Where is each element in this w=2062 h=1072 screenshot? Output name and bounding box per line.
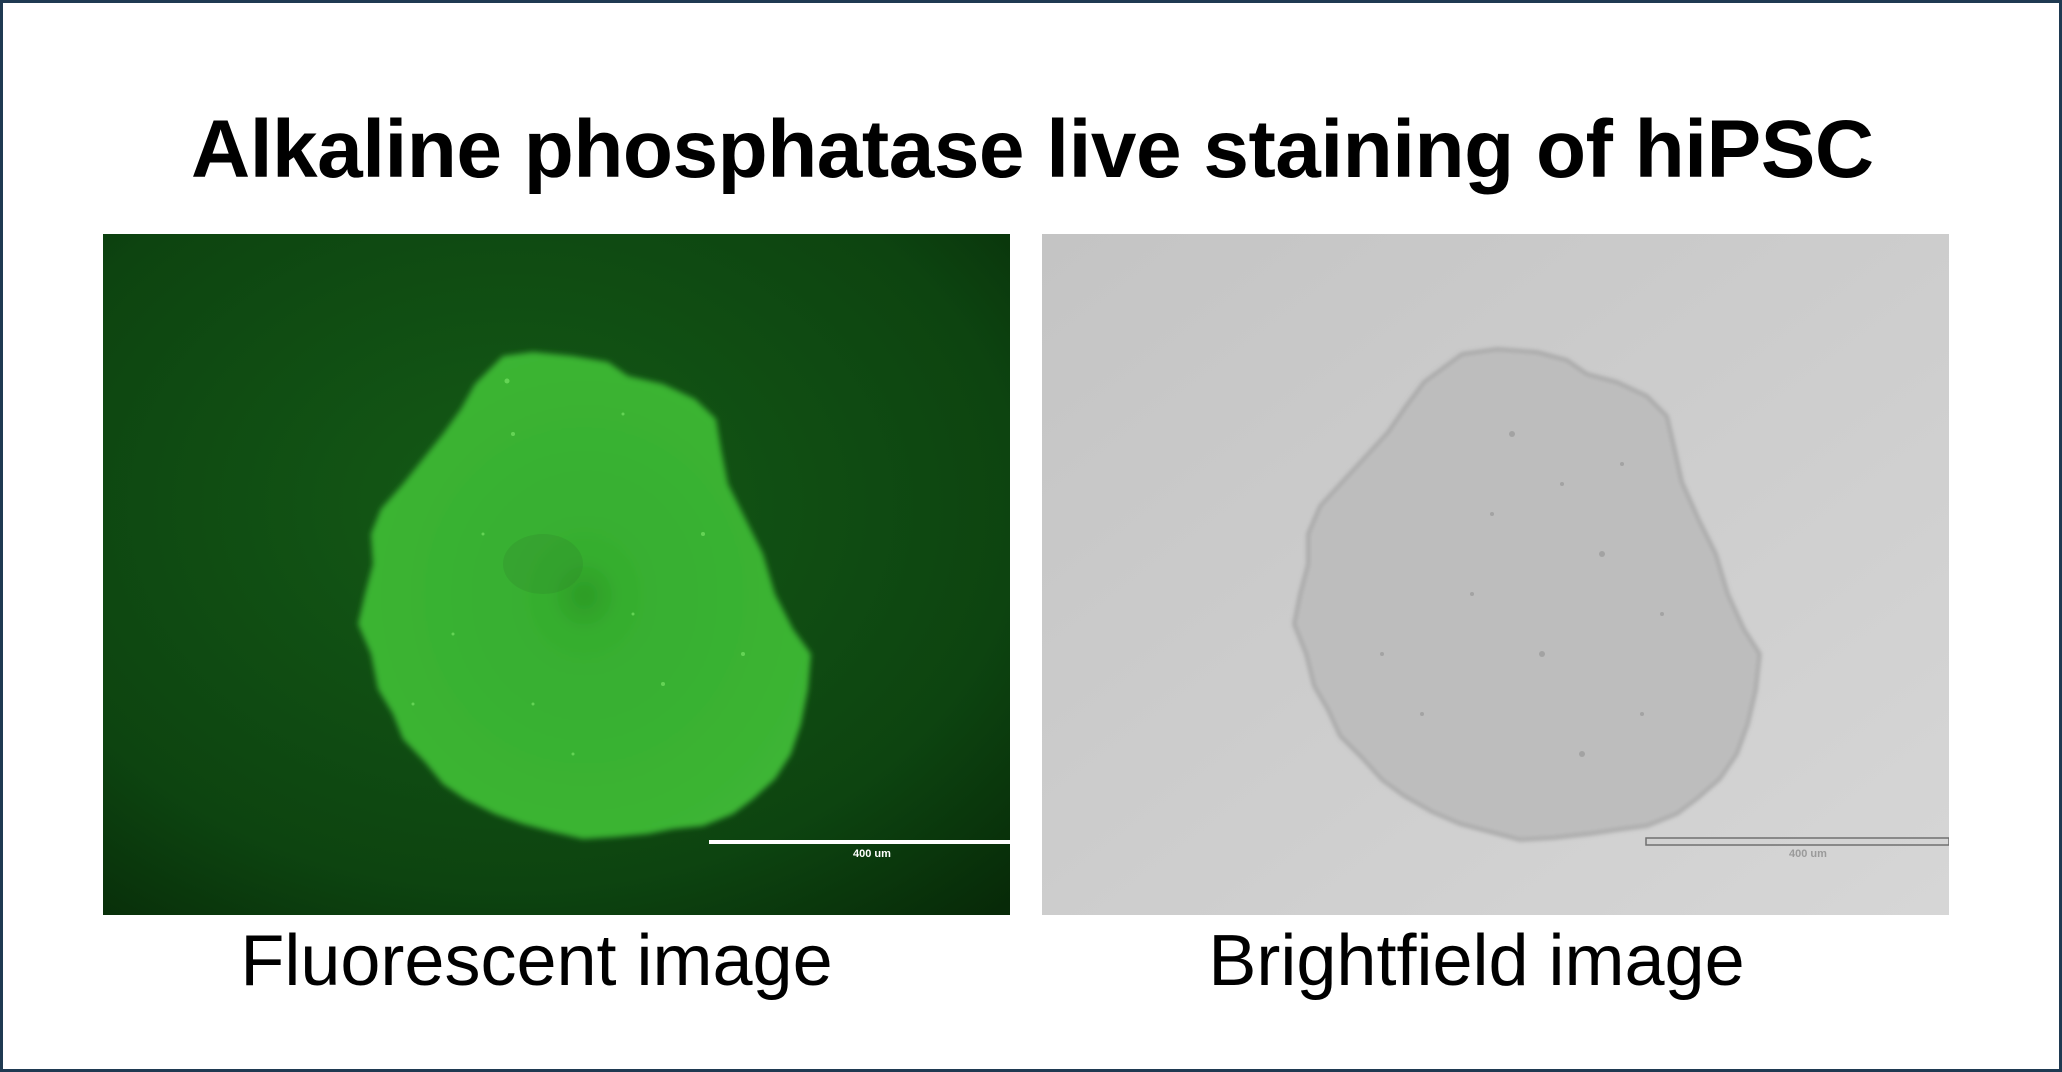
fluorescent-caption: Fluorescent image: [240, 921, 833, 1001]
fluorescent-image: 400 um: [103, 234, 1010, 915]
scale-bar-label: 400 um: [853, 848, 891, 860]
scale-bar-label: 400 um: [1789, 848, 1827, 860]
brightfield-caption: Brightfield image: [1208, 921, 1745, 1001]
slide-title: Alkaline phosphatase live staining of hi…: [191, 104, 1874, 195]
brightfield-image: 400 um: [1042, 234, 1949, 915]
